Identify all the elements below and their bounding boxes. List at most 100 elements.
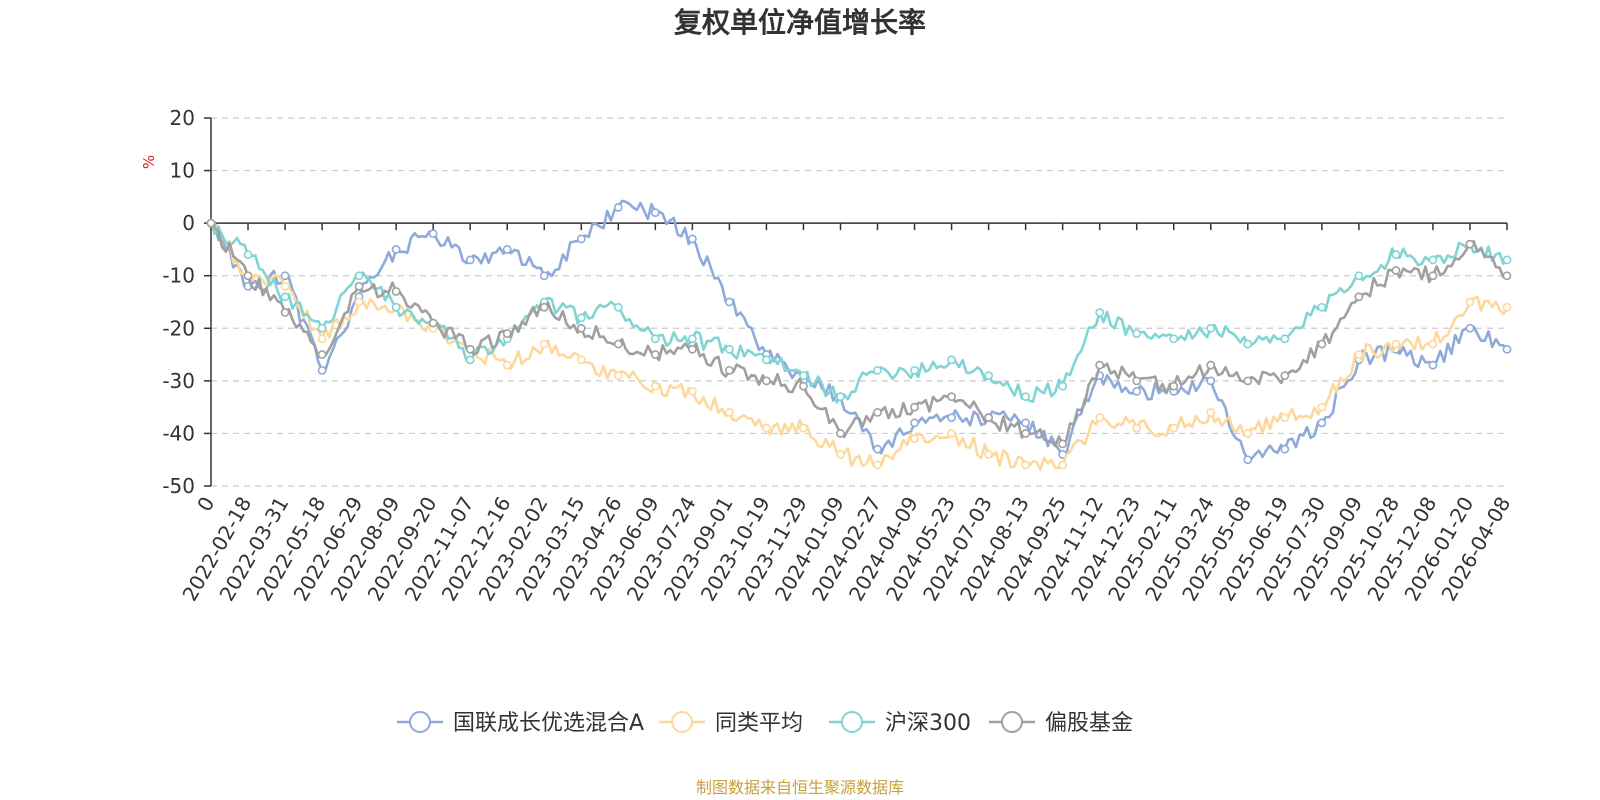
- data-point: [1465, 323, 1475, 333]
- data-point: [391, 245, 401, 254]
- data-point: [650, 208, 660, 218]
- data-point: [725, 407, 734, 417]
- y-tick-label: 0: [182, 211, 195, 235]
- series-1: [206, 199, 1512, 465]
- chart-title: 复权单位净值增长率: [674, 6, 926, 39]
- data-point: [984, 413, 993, 423]
- legend-label: 沪深300: [885, 711, 971, 736]
- data-point: [799, 371, 808, 380]
- data-point: [243, 271, 253, 281]
- data-point: [502, 360, 512, 370]
- data-point: [725, 344, 734, 354]
- data-point: [687, 234, 697, 244]
- data-point: [687, 386, 697, 396]
- data-point: [836, 450, 845, 459]
- data-point: [1058, 460, 1068, 470]
- data-point: [984, 450, 993, 459]
- data-point: [650, 350, 660, 359]
- data-point: [1428, 255, 1438, 265]
- data-point: [1058, 381, 1068, 391]
- x-axis-ticks: 02022-02-182022-03-312022-05-182022-06-2…: [177, 223, 1515, 605]
- data-point: [613, 371, 623, 380]
- data-point: [280, 271, 290, 281]
- legend-label: 国联成长优选混合A: [453, 711, 644, 736]
- series-3: [206, 218, 1512, 404]
- y-tick-label: -30: [162, 369, 195, 393]
- data-point: [1428, 360, 1438, 370]
- data-point: [280, 292, 290, 302]
- legend-label: 偏股基金: [1045, 711, 1133, 736]
- data-point: [1206, 360, 1216, 370]
- legend-item-4[interactable]: 偏股基金: [989, 711, 1133, 736]
- legend-swatch-circle: [671, 711, 693, 733]
- data-point: [1132, 329, 1142, 338]
- series-lines: [206, 199, 1512, 472]
- data-point: [1502, 344, 1512, 354]
- y-axis-ticks: 20 10 0 -10 -20 -30 -40 -50: [162, 106, 211, 498]
- data-point: [465, 355, 475, 365]
- data-point: [1169, 423, 1179, 433]
- data-point: [947, 355, 956, 365]
- legend-item-1[interactable]: 国联成长优选混合A: [397, 711, 644, 736]
- data-point: [1317, 339, 1327, 349]
- data-point: [725, 297, 734, 307]
- data-point: [1391, 266, 1401, 275]
- data-point: [984, 371, 993, 380]
- data-point: [1243, 339, 1253, 349]
- data-point: [206, 218, 216, 228]
- data-point: [576, 323, 586, 333]
- data-point: [1391, 339, 1401, 349]
- data-point: [873, 365, 882, 375]
- x-tick-label: 0: [192, 493, 219, 516]
- series-line: [209, 222, 1508, 448]
- data-point: [1428, 339, 1438, 349]
- data-point: [1132, 386, 1142, 396]
- data-point: [873, 444, 882, 454]
- data-point: [317, 323, 327, 333]
- data-point: [836, 392, 845, 402]
- data-point: [1502, 271, 1512, 281]
- data-point: [1280, 334, 1290, 344]
- data-point: [1021, 429, 1031, 438]
- legend-item-2[interactable]: 同类平均: [659, 711, 803, 736]
- data-point: [317, 334, 327, 344]
- series-line: [209, 222, 1509, 472]
- data-point: [576, 355, 586, 365]
- data-point: [391, 302, 401, 312]
- data-point: [947, 413, 956, 423]
- data-point: [280, 281, 290, 291]
- data-point: [910, 418, 919, 428]
- data-point: [725, 365, 734, 375]
- legend-swatch-circle: [409, 711, 431, 733]
- legend-label: 同类平均: [715, 711, 803, 736]
- data-point: [687, 334, 697, 344]
- y-tick-label: -20: [162, 316, 195, 340]
- data-point: [1021, 418, 1031, 428]
- data-point: [613, 302, 623, 312]
- data-point: [910, 402, 919, 412]
- axes: [210, 118, 1507, 486]
- data-point: [1280, 413, 1290, 423]
- data-point: [465, 344, 475, 354]
- legend-swatch-circle: [841, 711, 863, 733]
- data-point: [502, 329, 512, 338]
- data-point: [428, 229, 438, 239]
- data-point: [650, 334, 660, 344]
- data-point: [1095, 360, 1105, 370]
- data-point: [391, 287, 401, 296]
- data-point: [428, 318, 438, 328]
- data-point: [799, 423, 808, 433]
- data-point: [836, 429, 845, 438]
- data-point: [873, 407, 882, 417]
- y-axis-unit: %: [140, 155, 158, 169]
- legend-item-3[interactable]: 沪深300: [829, 711, 971, 736]
- data-point: [1169, 334, 1179, 344]
- data-point: [576, 234, 586, 244]
- data-point: [502, 245, 512, 254]
- data-point: [687, 344, 697, 354]
- data-point: [762, 423, 771, 433]
- data-point: [354, 271, 364, 281]
- data-point: [1021, 460, 1031, 470]
- data-point: [1502, 255, 1512, 265]
